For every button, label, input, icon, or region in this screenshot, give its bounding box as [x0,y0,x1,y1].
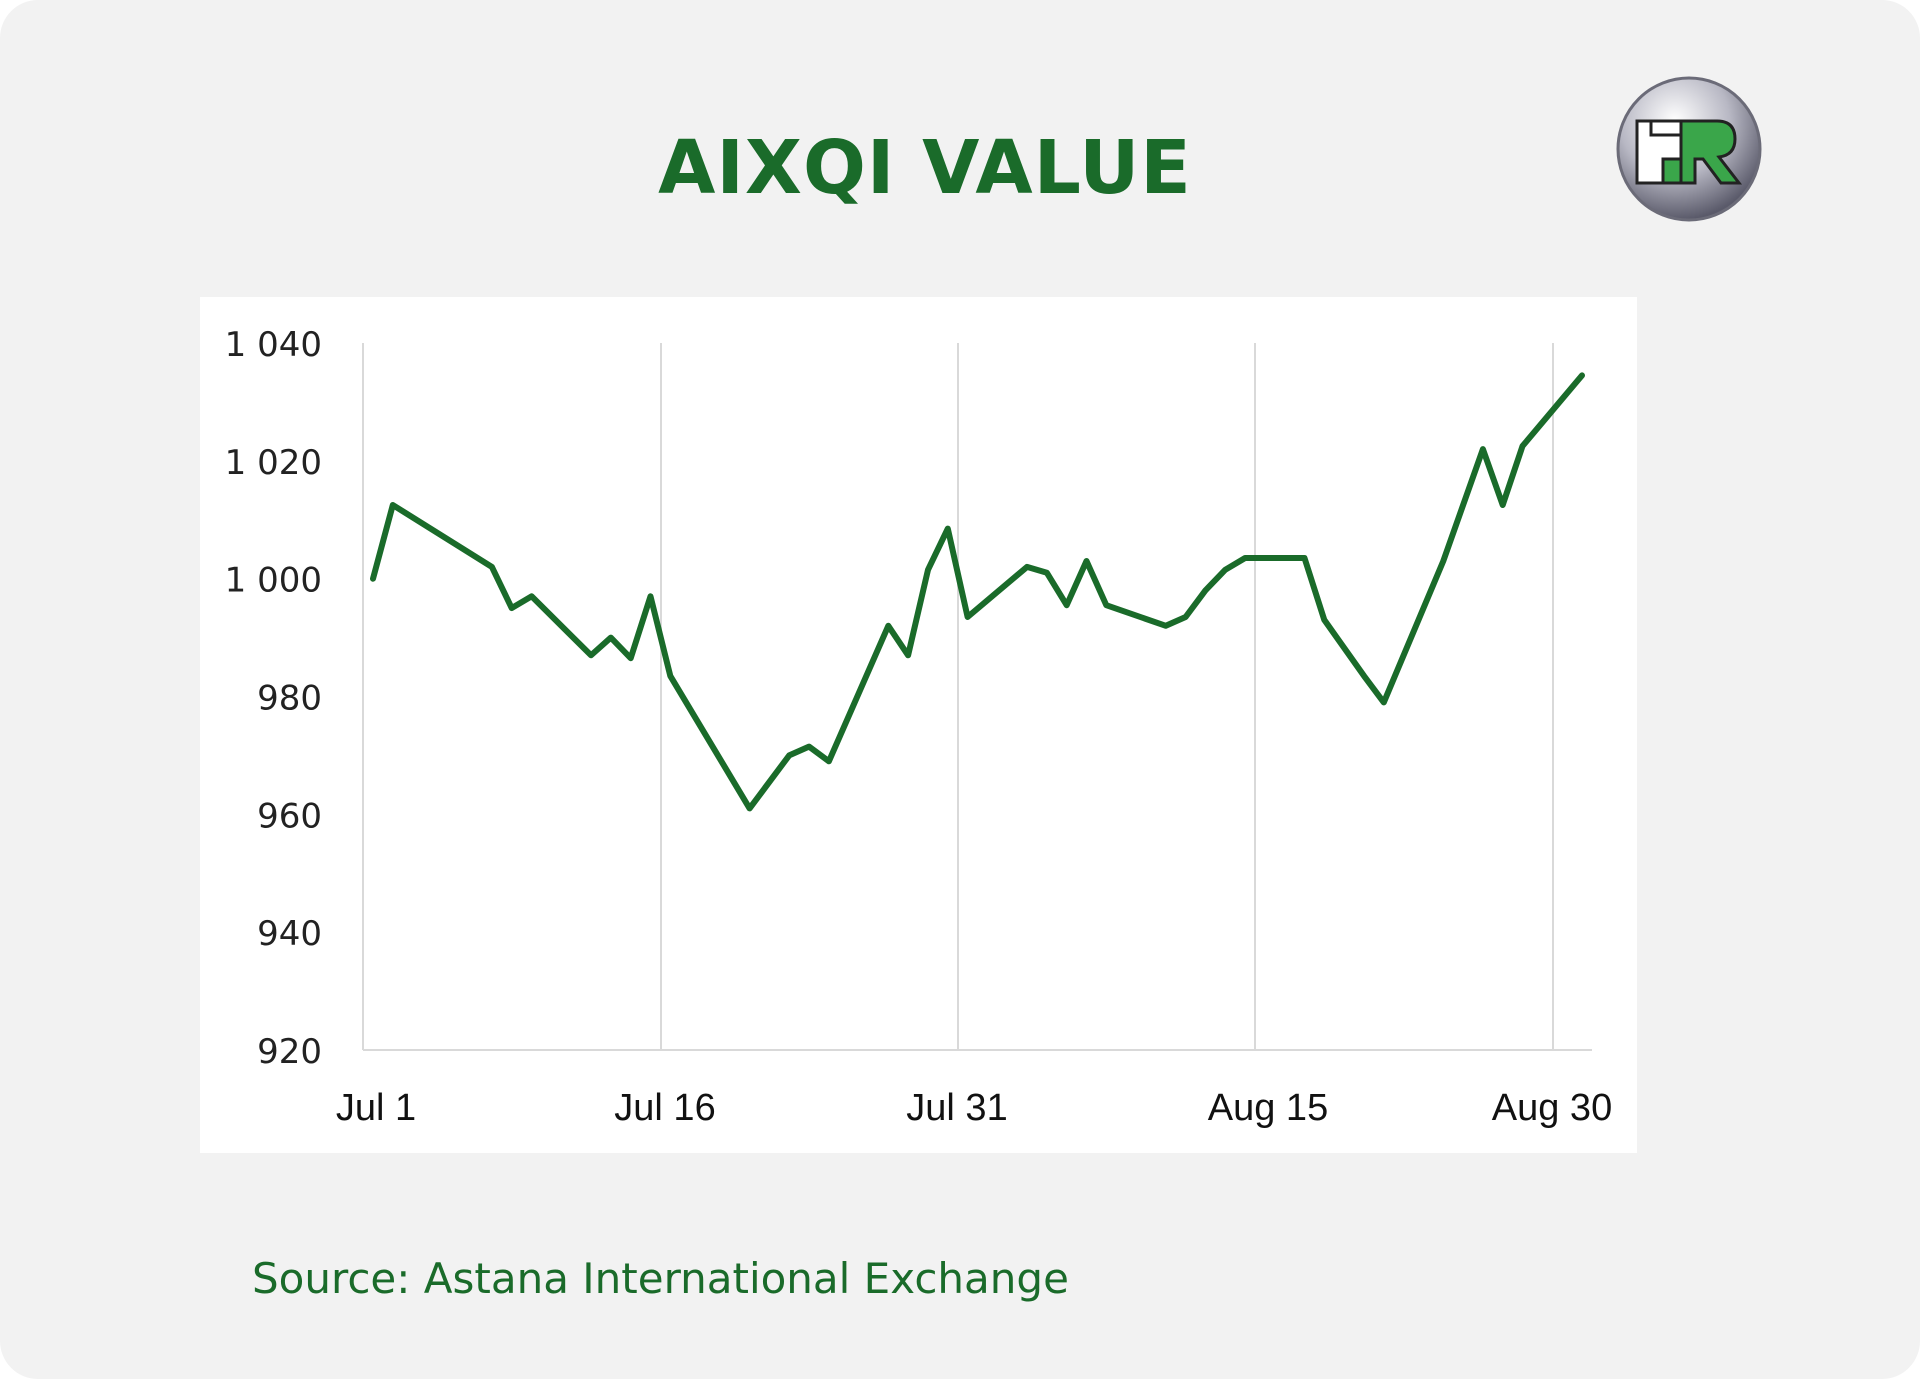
y-tick-label: 960 [257,796,322,836]
line-chart: 920 940 960 980 1 000 1 020 1 040 Jul 1 Jul 16 Ju… [225,325,1613,1129]
y-tick-label: 980 [257,679,322,719]
source-note: Source: Astana International Exchange [252,1254,1069,1303]
y-tick-label: 1 020 [225,443,322,483]
x-tick-label: Aug 30 [1492,1087,1612,1129]
x-tick-label: Aug 15 [1208,1087,1328,1129]
y-tick-label: 1 040 [225,325,322,365]
x-tick-label: Jul 31 [906,1087,1007,1129]
x-tick-label: Jul 16 [614,1087,715,1129]
series-line [370,372,1585,812]
chart-title: AIXQI VALUE [658,125,1192,211]
y-tick-label: 940 [257,914,322,954]
fr-logo-icon [1616,76,1762,222]
y-tick-label: 920 [257,1032,322,1072]
y-tick-label: 1 000 [225,561,322,601]
x-tick-label: Jul 1 [336,1087,416,1129]
plot-panel: 920 940 960 980 1 000 1 020 1 040 Jul 1 Jul 16 Ju… [200,297,1637,1153]
